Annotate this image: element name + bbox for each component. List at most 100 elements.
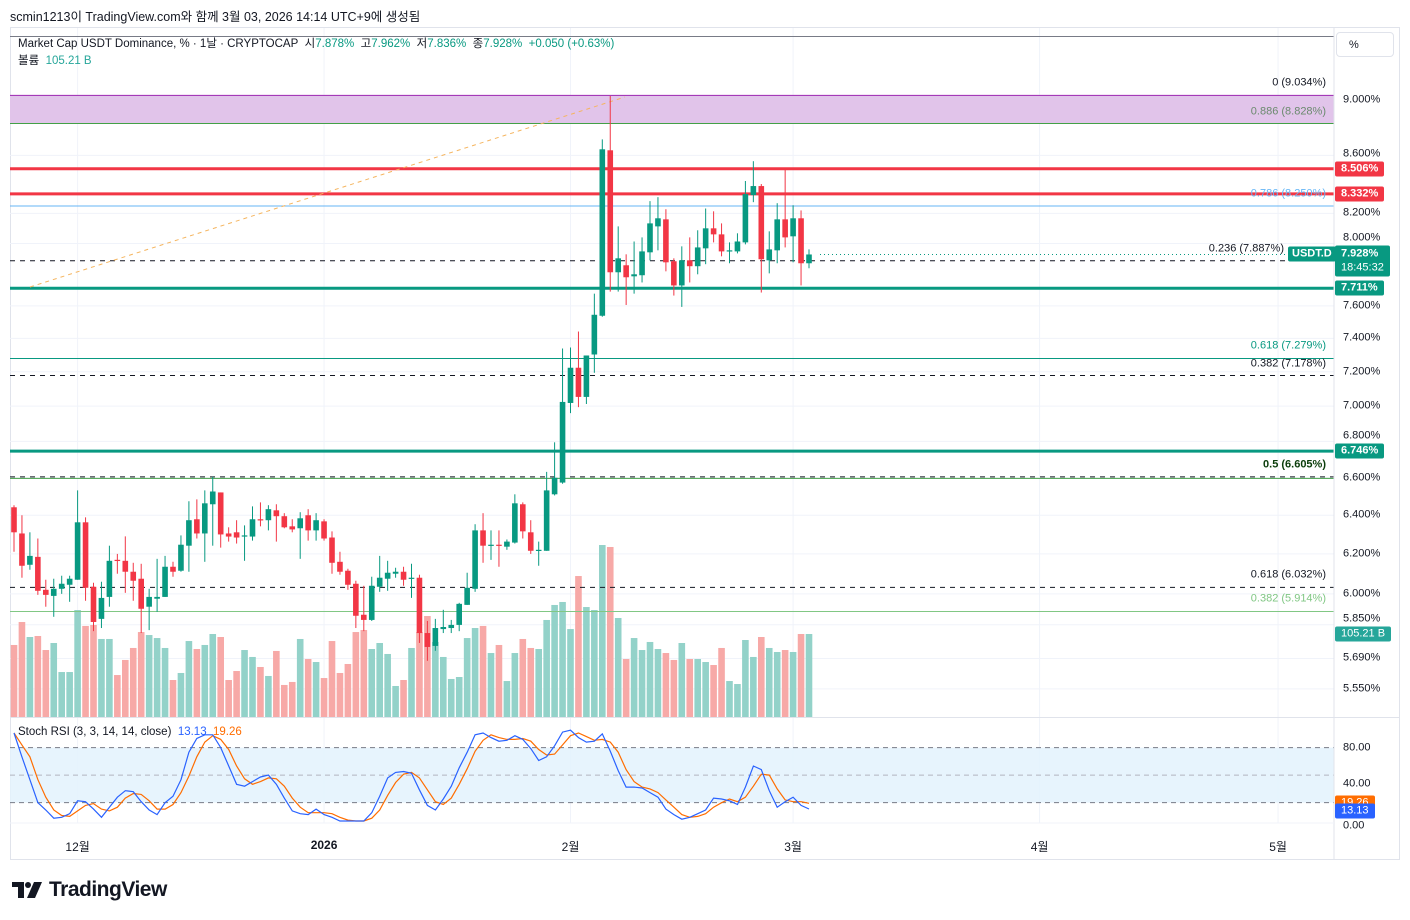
candle[interactable]	[225, 527, 232, 542]
candle[interactable]	[782, 169, 788, 248]
candle[interactable]	[639, 237, 645, 283]
candle[interactable]	[384, 560, 391, 591]
candle[interactable]	[27, 532, 33, 570]
candle[interactable]	[694, 230, 701, 275]
candle[interactable]	[297, 512, 303, 559]
candle[interactable]	[472, 524, 478, 592]
candle[interactable]	[758, 184, 765, 293]
candle[interactable]	[527, 520, 534, 554]
candle[interactable]	[162, 555, 168, 597]
candle[interactable]	[321, 519, 327, 541]
candle[interactable]	[106, 545, 113, 607]
candle[interactable]	[679, 246, 685, 307]
candle[interactable]	[456, 602, 462, 632]
candle[interactable]	[535, 541, 542, 566]
candle[interactable]	[353, 580, 359, 629]
candle[interactable]	[504, 539, 510, 550]
percent-scale-button[interactable]: %	[1336, 32, 1394, 57]
candle[interactable]	[186, 501, 192, 572]
candle[interactable]	[50, 578, 57, 617]
candle[interactable]	[82, 517, 89, 601]
candle[interactable]	[440, 609, 447, 634]
candle[interactable]	[686, 237, 693, 283]
candle[interactable]	[114, 553, 121, 574]
candle[interactable]	[241, 525, 248, 561]
volume-label[interactable]: 볼륨	[18, 55, 40, 67]
candle[interactable]	[138, 563, 144, 634]
candle[interactable]	[257, 502, 264, 527]
candle[interactable]	[400, 566, 407, 586]
candle[interactable]	[130, 562, 137, 601]
candle[interactable]	[591, 293, 598, 373]
candle[interactable]	[233, 520, 240, 544]
candle[interactable]	[416, 574, 423, 643]
candle[interactable]	[209, 476, 216, 546]
candle[interactable]	[543, 471, 550, 551]
candle[interactable]	[671, 258, 677, 296]
candle[interactable]	[575, 331, 582, 408]
candle[interactable]	[742, 180, 749, 245]
candle[interactable]	[90, 582, 97, 632]
candle[interactable]	[74, 490, 81, 580]
candle[interactable]	[408, 563, 415, 598]
candle[interactable]	[710, 211, 717, 243]
candle[interactable]	[655, 197, 661, 251]
candle[interactable]	[480, 513, 486, 563]
candle[interactable]	[702, 208, 709, 265]
candle[interactable]	[313, 513, 319, 541]
candle[interactable]	[734, 233, 741, 254]
candle[interactable]	[337, 551, 343, 575]
stoch-rsi-title[interactable]: Stoch RSI (3, 3, 14, 14, close)	[18, 726, 172, 738]
candle[interactable]	[194, 499, 200, 539]
candle[interactable]	[798, 210, 804, 286]
candle[interactable]	[361, 585, 367, 632]
candle[interactable]	[273, 504, 280, 542]
candle[interactable]	[43, 579, 49, 607]
candle[interactable]	[202, 490, 208, 562]
candle[interactable]	[806, 249, 812, 269]
candle[interactable]	[464, 572, 470, 605]
candle[interactable]	[615, 226, 621, 292]
candle[interactable]	[154, 558, 160, 612]
candle[interactable]	[281, 513, 288, 529]
candle[interactable]	[559, 348, 566, 484]
candle[interactable]	[607, 95, 614, 292]
candle[interactable]	[35, 538, 41, 595]
trend-line[interactable]	[29, 96, 626, 288]
candle[interactable]	[512, 494, 518, 544]
candle[interactable]	[488, 530, 494, 560]
candle[interactable]	[329, 531, 335, 574]
candle[interactable]	[432, 618, 439, 651]
candle[interactable]	[583, 355, 590, 405]
candle[interactable]	[66, 575, 73, 602]
candle[interactable]	[599, 139, 606, 317]
candle[interactable]	[520, 502, 526, 539]
candle[interactable]	[551, 442, 558, 496]
candle[interactable]	[178, 535, 184, 572]
candle[interactable]	[249, 506, 256, 541]
candle[interactable]	[726, 242, 733, 264]
candle[interactable]	[718, 223, 725, 257]
candle[interactable]	[663, 209, 669, 272]
candle[interactable]	[774, 203, 780, 264]
candle[interactable]	[750, 161, 757, 203]
candle[interactable]	[305, 509, 311, 541]
tradingview-logo[interactable]: TradingView	[12, 878, 167, 902]
candle[interactable]	[496, 530, 502, 567]
candle[interactable]	[122, 536, 129, 593]
candle[interactable]	[567, 347, 574, 414]
candle[interactable]	[265, 505, 272, 531]
candle[interactable]	[19, 515, 25, 578]
candle[interactable]	[11, 505, 17, 552]
candle[interactable]	[647, 201, 653, 261]
candle[interactable]	[392, 567, 399, 578]
symbol-title[interactable]: Market Cap USDT Dominance, % · 1날 · CRYP…	[18, 38, 299, 50]
candle[interactable]	[345, 568, 351, 590]
candle[interactable]	[289, 519, 296, 533]
candle[interactable]	[146, 588, 152, 631]
candle[interactable]	[376, 555, 383, 592]
candle[interactable]	[424, 620, 431, 661]
candle[interactable]	[170, 561, 176, 577]
candle[interactable]	[368, 576, 375, 621]
candle[interactable]	[58, 575, 65, 594]
